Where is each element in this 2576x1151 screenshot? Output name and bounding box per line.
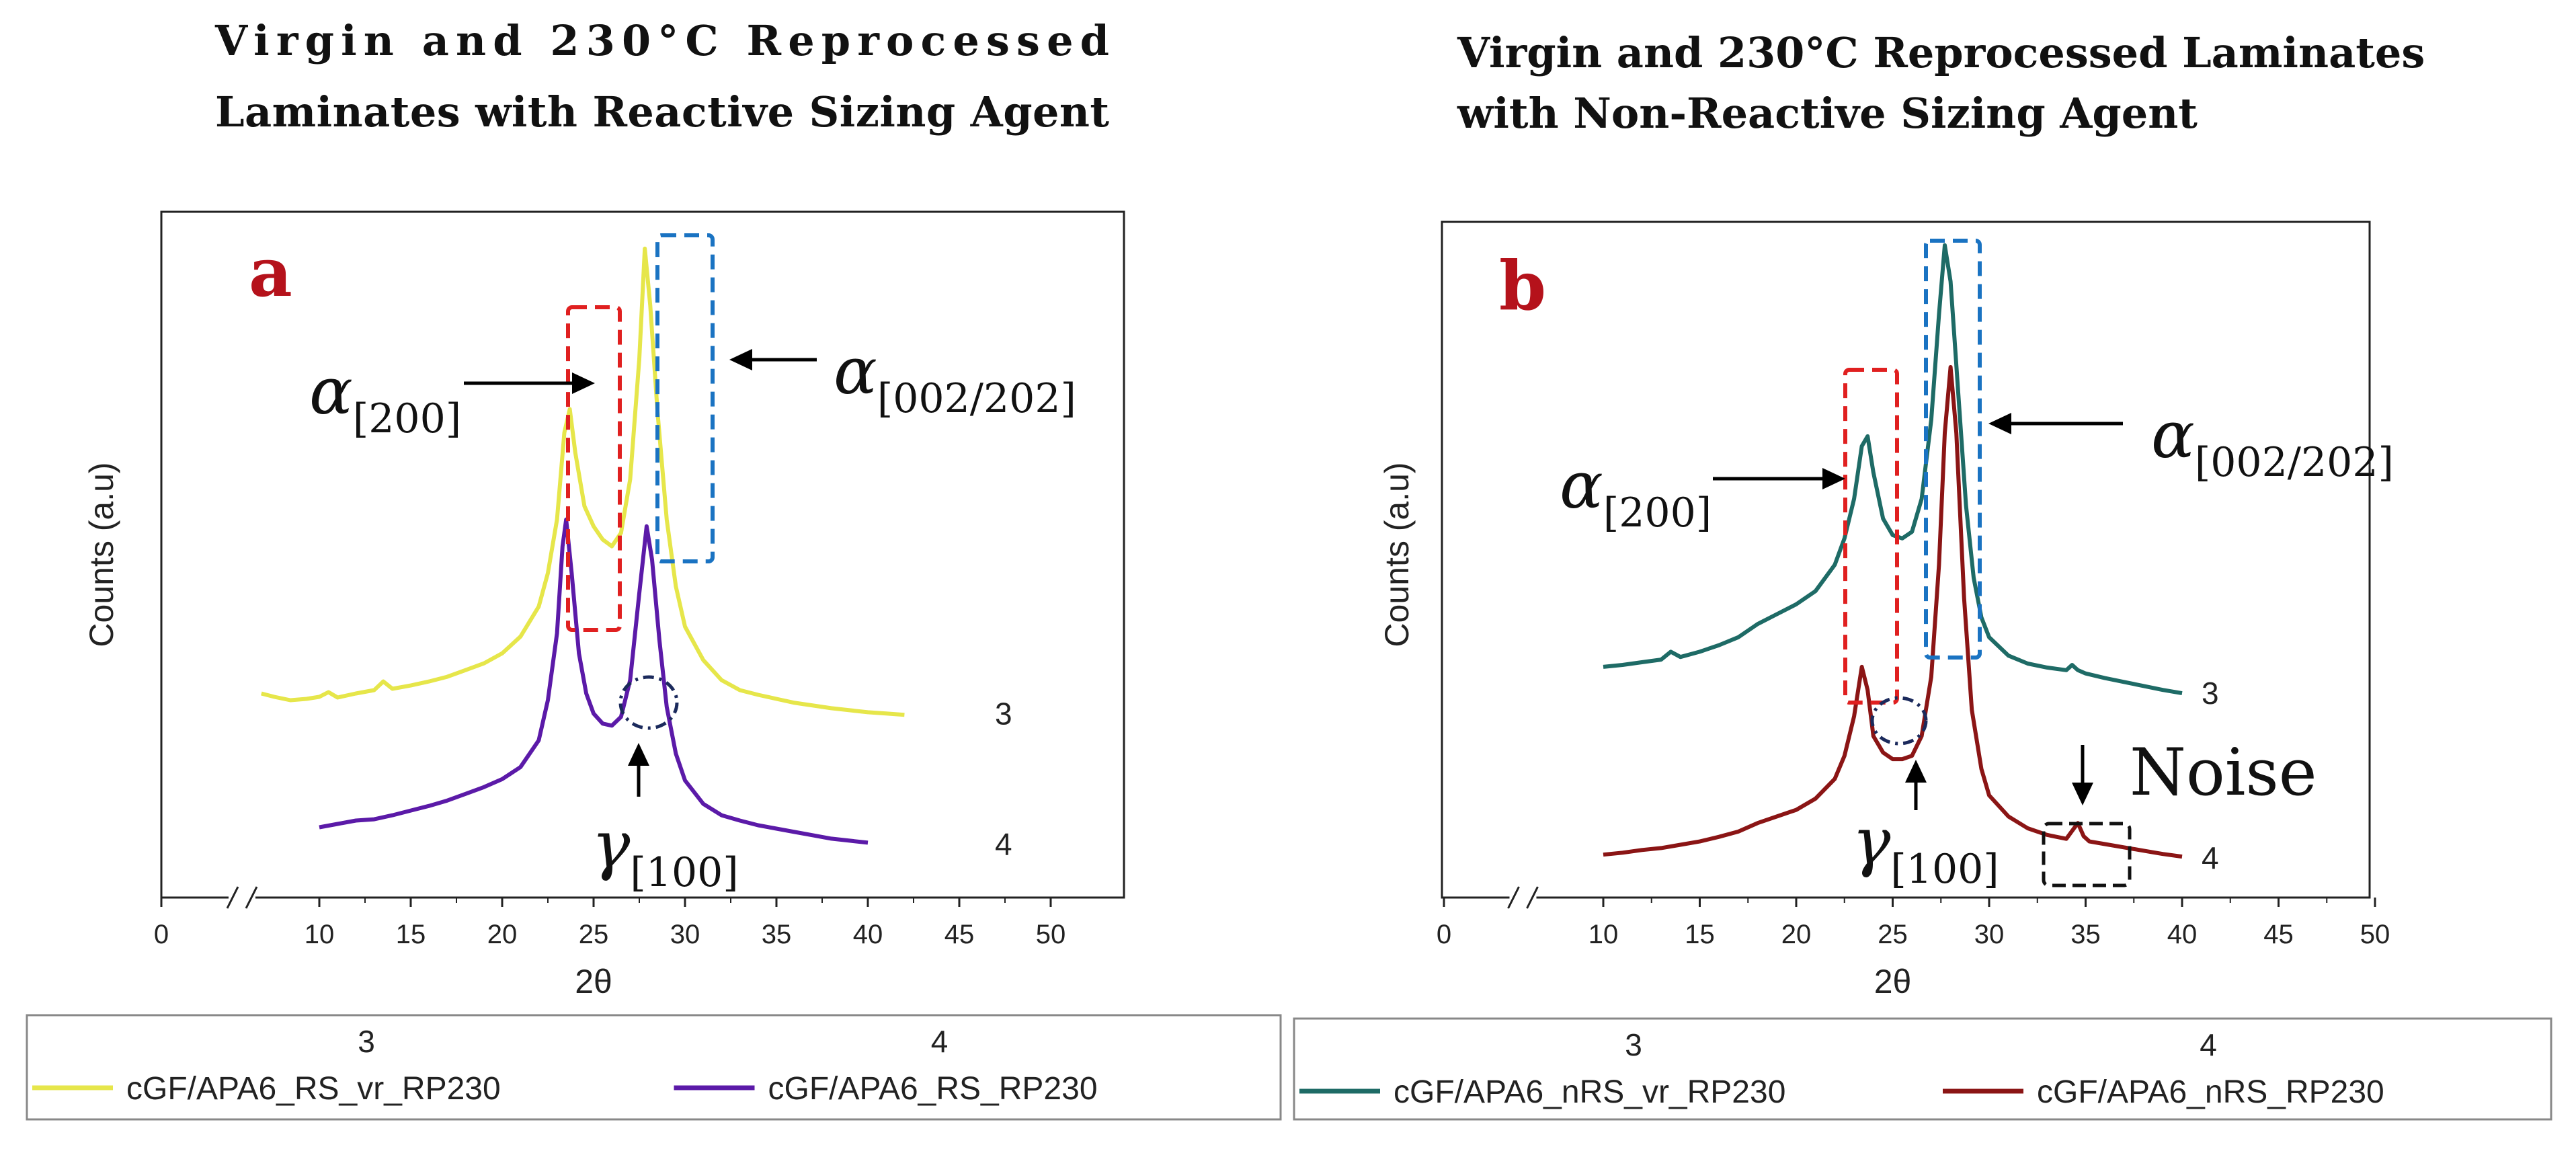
x-axis-label: 2θ bbox=[575, 963, 612, 1000]
alpha002-label-symbol: α bbox=[834, 333, 877, 409]
chart-title-line-2: Laminates with Reactive Sizing Agent bbox=[215, 87, 1109, 136]
axis-break-mark bbox=[1507, 886, 1520, 909]
alpha200-label: α[200] bbox=[1560, 448, 1712, 537]
x-tick-label: 50 bbox=[2360, 920, 2390, 949]
alpha002-highlight-box bbox=[655, 233, 715, 563]
legend-entry-3: 3 cGF/APA6_nRS_vr_RP230 bbox=[1299, 1027, 1785, 1110]
series-end-label-3: 3 bbox=[995, 696, 1012, 731]
legend-entry-number: 3 bbox=[1625, 1027, 1642, 1062]
alpha200-arrow-head bbox=[1822, 468, 1845, 489]
legend-entry-label: cGF/APA6_RS_RP230 bbox=[768, 1071, 1098, 1107]
x-tick-label: 30 bbox=[670, 920, 700, 949]
legend-entry-label: cGF/APA6_nRS_vr_RP230 bbox=[1394, 1074, 1785, 1110]
chart-title-line-2: with Non-Reactive Sizing Agent bbox=[1457, 89, 2198, 138]
x-tick-label: 10 bbox=[305, 920, 335, 949]
series-line-3 bbox=[1603, 243, 2183, 696]
series-end-label-3: 3 bbox=[2202, 676, 2219, 711]
chart-panel-b: Virgin and 230°C Reprocessed Laminates wi… bbox=[1293, 28, 2552, 1121]
x-axis-label: 2θ bbox=[1874, 963, 1912, 1000]
legend-entry-4: 4 cGF/APA6_RS_RP230 bbox=[674, 1024, 1098, 1107]
legend-frame bbox=[26, 1014, 1282, 1121]
alpha002-label: α[002/202] bbox=[2151, 397, 2394, 486]
gamma100-label-symbol: γ bbox=[592, 807, 631, 883]
panel-label: a bbox=[249, 233, 292, 312]
x-tick-label: 20 bbox=[1781, 920, 1812, 949]
legend: 3 cGF/APA6_RS_vr_RP230 4 cGF/APA6_RS_RP230 bbox=[26, 1014, 1282, 1121]
gamma100-circle-marker bbox=[618, 675, 679, 730]
legend-entry-number: 4 bbox=[931, 1024, 949, 1059]
alpha200-label-symbol: α bbox=[1560, 448, 1603, 523]
alpha200-label-symbol: α bbox=[309, 354, 353, 429]
series-line-3 bbox=[261, 246, 905, 717]
x-tick-label: 0 bbox=[154, 920, 169, 949]
x-tick-label: 30 bbox=[1974, 920, 2005, 949]
noise-arrow-head bbox=[2072, 783, 2093, 805]
legend-frame bbox=[1293, 1017, 2552, 1121]
series-end-label-4: 4 bbox=[995, 826, 1012, 861]
gamma100-circle-marker bbox=[1870, 696, 1928, 746]
axis-break-mark bbox=[226, 886, 239, 909]
axis-break-mark bbox=[1526, 886, 1539, 909]
legend-entry-number: 3 bbox=[358, 1024, 375, 1059]
noise-highlight-box bbox=[2042, 822, 2132, 887]
legend-entry-label: cGF/APA6_nRS_RP230 bbox=[2037, 1074, 2384, 1110]
y-axis-label: Counts (a.u) bbox=[1378, 462, 1416, 647]
alpha200-highlight-box bbox=[566, 305, 622, 632]
legend-entry-number: 4 bbox=[2200, 1027, 2217, 1062]
legend-entry-3: 3 cGF/APA6_RS_vr_RP230 bbox=[32, 1024, 501, 1107]
x-tick-label: 50 bbox=[1036, 920, 1066, 949]
gamma100-arrow-head bbox=[1905, 760, 1927, 783]
alpha200-label-subscript: [200] bbox=[1603, 489, 1712, 537]
alpha002-arrow-head bbox=[1988, 413, 2011, 434]
chart-title-line-1: Virgin and 230°C Reprocessed bbox=[214, 16, 1109, 65]
x-tick-label: 25 bbox=[579, 920, 609, 949]
alpha002-label-subscript: [002/202] bbox=[2195, 439, 2394, 486]
x-tick-label: 0 bbox=[1437, 920, 1451, 949]
chart-panel-a: Virgin and 230°C Reprocessed Laminates wi… bbox=[26, 16, 1282, 1121]
noise-label: Noise bbox=[2130, 735, 2317, 810]
x-tick-label: 35 bbox=[762, 920, 792, 949]
x-tick-label: 45 bbox=[944, 920, 975, 949]
alpha002-highlight-box bbox=[1924, 239, 1982, 660]
x-tick-label: 10 bbox=[1588, 920, 1619, 949]
alpha200-highlight-box bbox=[1843, 368, 1899, 705]
gamma100-label-subscript: [100] bbox=[1890, 846, 1999, 893]
x-tick-label: 40 bbox=[2167, 920, 2198, 949]
gamma100-label: γ[100] bbox=[1852, 804, 1999, 893]
gamma100-label: γ[100] bbox=[592, 807, 739, 896]
legend-entry-4: 4 cGF/APA6_nRS_RP230 bbox=[1943, 1027, 2384, 1110]
x-tick-label: 15 bbox=[1685, 920, 1715, 949]
plot-frame bbox=[160, 210, 1125, 899]
alpha002-label: α[002/202] bbox=[834, 333, 1076, 422]
alpha002-label-symbol: α bbox=[2151, 397, 2195, 473]
alpha200-arrow-head bbox=[572, 372, 595, 394]
x-tick-label: 40 bbox=[853, 920, 883, 949]
gamma100-label-symbol: γ bbox=[1852, 804, 1891, 879]
alpha002-label-subscript: [002/202] bbox=[877, 375, 1076, 422]
chart-title: Virgin and 230°C Reprocessed Laminates wi… bbox=[214, 16, 1109, 136]
alpha002-arrow-head bbox=[729, 349, 752, 370]
legend-entry-label: cGF/APA6_RS_vr_RP230 bbox=[126, 1071, 501, 1107]
alpha200-label: α[200] bbox=[309, 354, 461, 442]
chart-title: Virgin and 230°C Reprocessed Laminates wi… bbox=[1457, 28, 2425, 138]
x-tick-label: 15 bbox=[396, 920, 426, 949]
legend: 3 cGF/APA6_nRS_vr_RP230 4 cGF/APA6_nRS_RP23… bbox=[1293, 1017, 2552, 1121]
alpha200-label-subscript: [200] bbox=[353, 395, 461, 442]
gamma100-arrow-head bbox=[628, 743, 649, 766]
gamma100-label-subscript: [100] bbox=[630, 849, 738, 896]
y-axis-label: Counts (a.u) bbox=[83, 462, 120, 647]
series-line-4 bbox=[1603, 365, 2183, 859]
x-tick-label: 35 bbox=[2070, 920, 2101, 949]
chart-title-line-1: Virgin and 230°C Reprocessed Laminates bbox=[1457, 28, 2425, 77]
series-end-label-4: 4 bbox=[2202, 840, 2219, 875]
series-line-4 bbox=[319, 517, 869, 845]
plot-frame bbox=[1441, 221, 2371, 899]
x-tick-label: 25 bbox=[1878, 920, 1908, 949]
axis-break-mark bbox=[245, 886, 258, 909]
panel-label: b bbox=[1499, 246, 1546, 325]
x-tick-label: 45 bbox=[2263, 920, 2294, 949]
x-tick-label: 20 bbox=[487, 920, 518, 949]
